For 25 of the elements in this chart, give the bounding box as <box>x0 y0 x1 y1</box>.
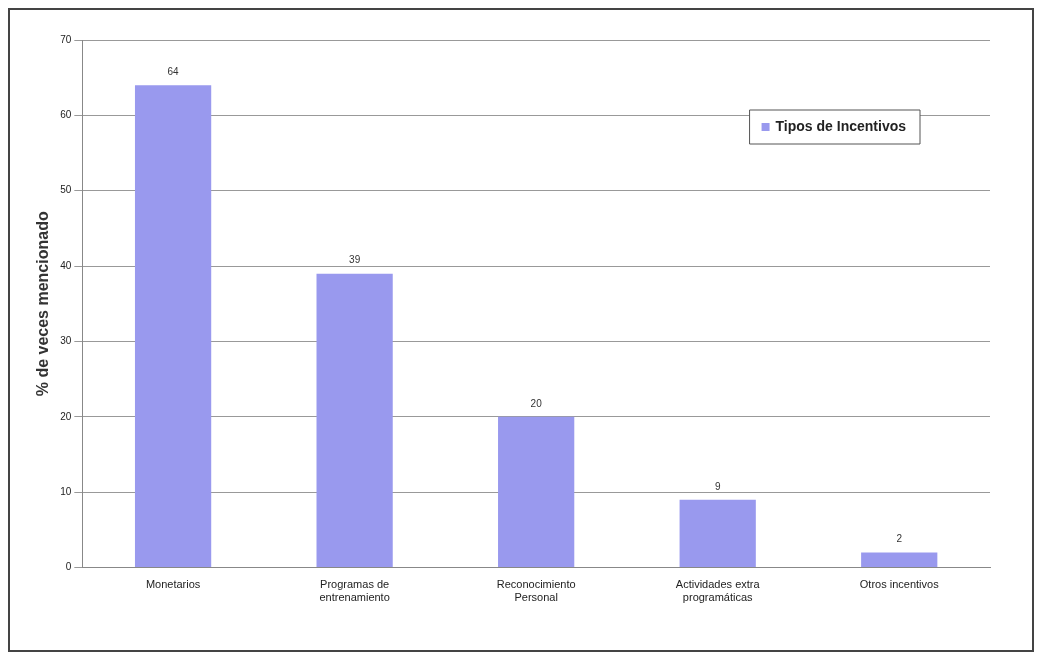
bar <box>861 552 938 568</box>
x-tick-label: Reconocimiento Personal <box>496 578 576 604</box>
bar <box>316 273 393 568</box>
y-tick-label: 20 <box>60 410 72 422</box>
bar <box>134 85 212 568</box>
y-tick-label: 30 <box>60 335 72 347</box>
y-tick-label: 0 <box>65 561 72 573</box>
y-tick-label: 40 <box>60 259 72 271</box>
data-label: 39 <box>349 254 361 266</box>
legend-label: Tipos de Incentivos <box>775 117 907 134</box>
data-label: 20 <box>530 397 543 409</box>
x-tick-label: Otros incentivos <box>859 578 940 591</box>
x-tick-label: Monetarios <box>145 578 201 591</box>
bar <box>498 416 575 568</box>
data-label: 2 <box>896 533 903 545</box>
y-tick-label: 50 <box>60 184 72 196</box>
y-tick-label: 60 <box>60 109 72 121</box>
y-tick-label: 70 <box>60 33 72 45</box>
bar <box>679 499 756 568</box>
y-tick-label: 10 <box>60 485 72 497</box>
x-tick-label: Programas de entrenamiento <box>319 578 390 604</box>
y-axis-title: % de veces mencionado <box>34 211 52 397</box>
data-label: 9 <box>714 480 721 492</box>
x-tick-label: Actividades extra programáticas <box>675 578 761 604</box>
data-label: 64 <box>167 65 180 77</box>
